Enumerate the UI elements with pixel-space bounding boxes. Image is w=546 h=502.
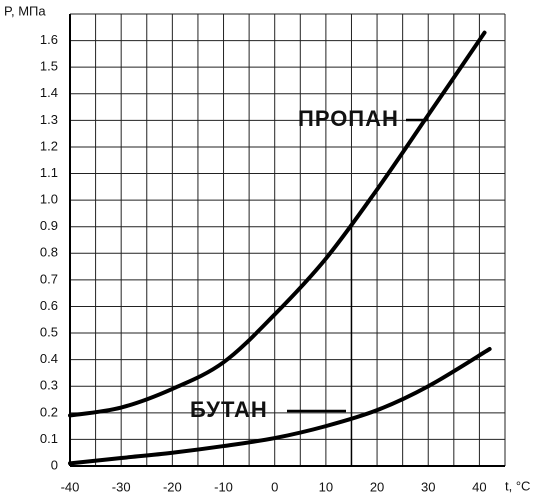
x-axis-label: t, °C (505, 478, 530, 493)
y-tick-label: 0.6 (40, 298, 58, 313)
y-tick-label: 1.4 (40, 85, 58, 100)
y-tick-label: 0.7 (40, 271, 58, 286)
y-tick-label: 1.3 (40, 112, 58, 127)
y-tick-label: 1.5 (40, 59, 58, 74)
y-tick-label: 0.2 (40, 404, 58, 419)
series-label: БУТАН (190, 397, 268, 422)
x-tick-label: 40 (472, 479, 486, 494)
y-tick-label: 1.0 (40, 192, 58, 207)
y-tick-label: 0.1 (40, 431, 58, 446)
x-tick-label: 0 (271, 479, 278, 494)
series-line (68, 347, 492, 466)
y-tick-label: 0.3 (40, 378, 58, 393)
y-tick-label: 1.1 (40, 165, 58, 180)
y-axis-label: P, МПа (4, 3, 46, 18)
y-tick-label: 1.6 (40, 32, 58, 47)
x-tick-label: -20 (163, 479, 182, 494)
series-label: ПРОПАН (298, 106, 399, 131)
x-tick-label: -40 (61, 479, 80, 494)
y-tick-label: 0.4 (40, 351, 58, 366)
y-tick-label: 0.5 (40, 324, 58, 339)
x-tick-label: -30 (112, 479, 131, 494)
y-tick-label: 1.2 (40, 138, 58, 153)
series-line (68, 30, 487, 418)
y-tick-label: 0 (51, 457, 58, 472)
x-tick-label: 20 (370, 479, 384, 494)
y-tick-label: 0.8 (40, 245, 58, 260)
y-tick-label: 0.9 (40, 218, 58, 233)
x-tick-label: -10 (214, 479, 233, 494)
x-tick-label: 10 (319, 479, 333, 494)
x-tick-label: 30 (421, 479, 435, 494)
